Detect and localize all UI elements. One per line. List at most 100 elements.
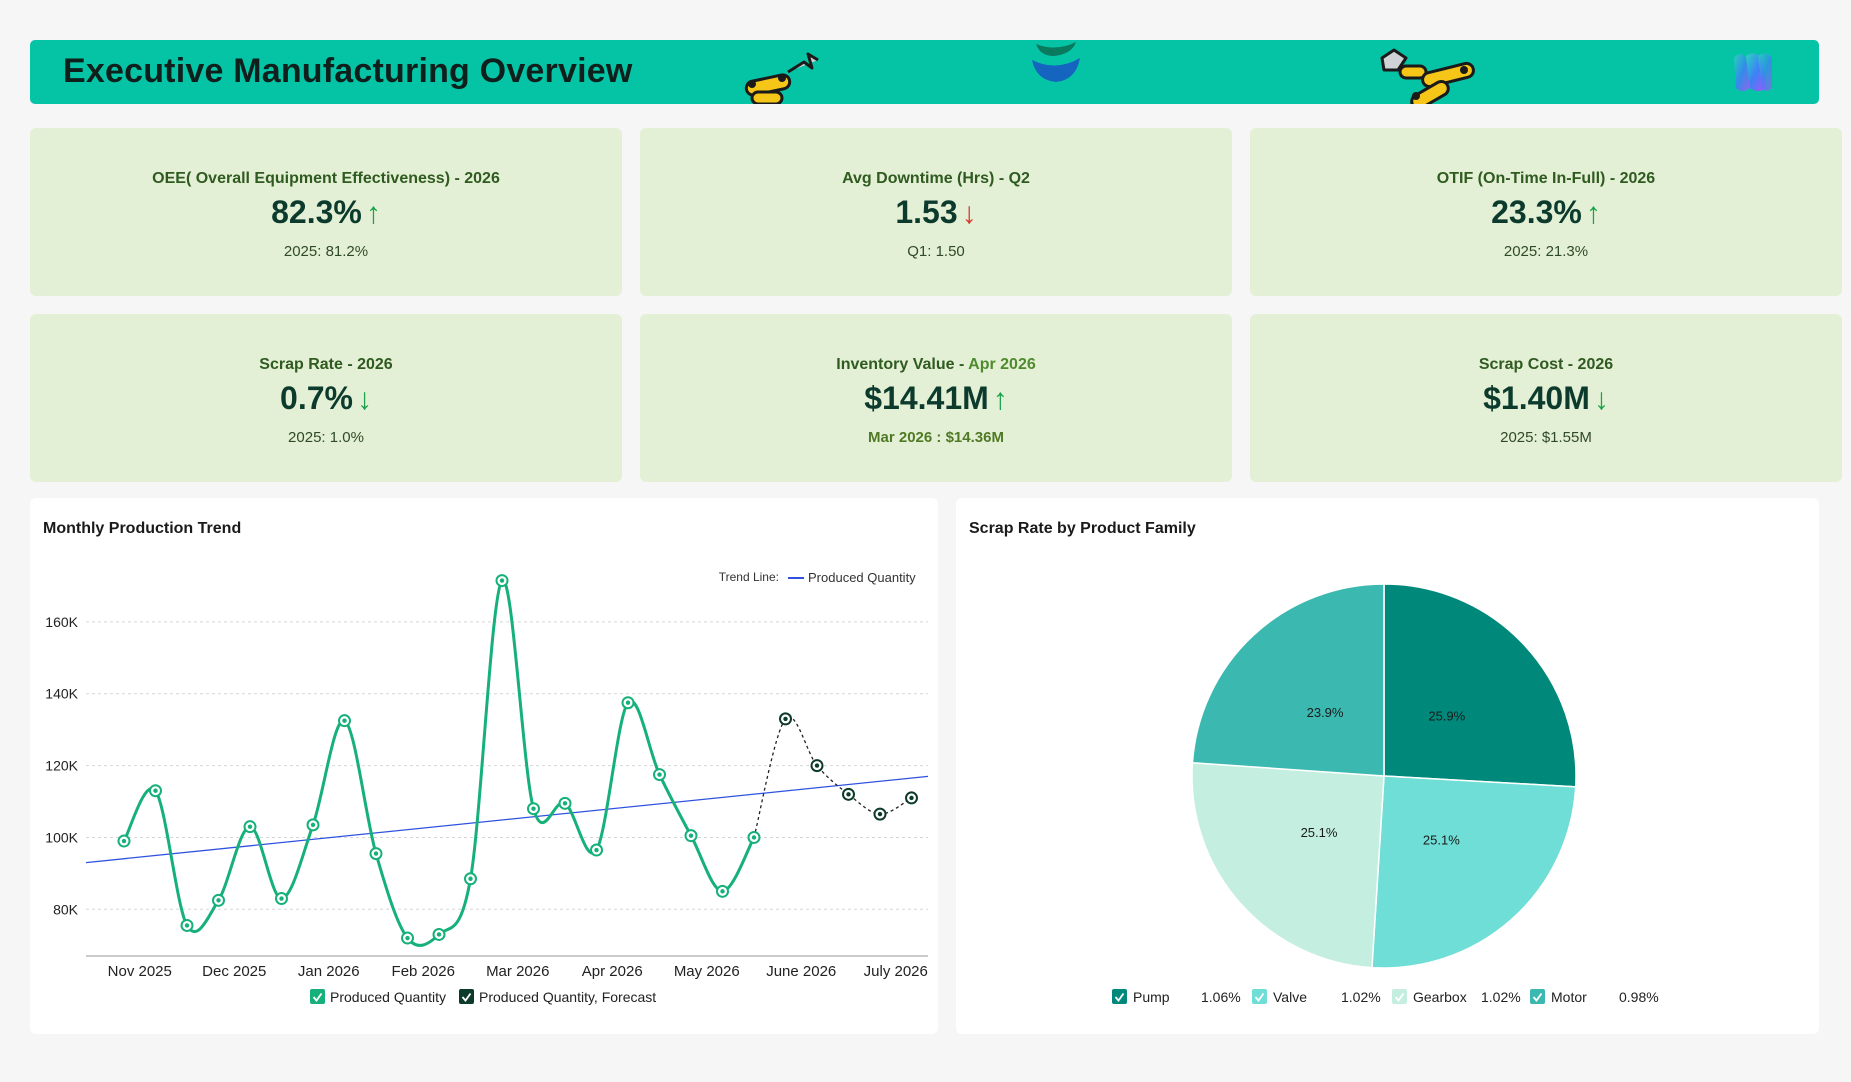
data-point-center	[310, 822, 316, 828]
x-tick-label: June 2026	[766, 963, 836, 980]
kpi-card-otif: OTIF (On-Time In-Full) - 2026 23.3% ↑ 202…	[1250, 128, 1842, 296]
checkmark-icon	[1394, 992, 1405, 1002]
legend-item-pump[interactable]: Pump 1.06%	[1112, 989, 1241, 1005]
kpi-title: Scrap Rate - 2026	[259, 356, 393, 373]
kpi-value: 0.7%	[280, 380, 353, 416]
forecast-point-center	[846, 792, 851, 797]
forecast-point-center	[877, 811, 883, 817]
checkmark-icon	[312, 992, 323, 1002]
legend-label: Produced Quantity	[330, 989, 446, 1005]
kpi-comparison: 2025: 81.2%	[283, 243, 369, 260]
data-point-center	[531, 806, 536, 811]
y-tick-label: 120K	[45, 758, 78, 774]
data-point-center	[342, 718, 347, 723]
forecast-point-center	[814, 763, 820, 768]
data-point-center	[499, 578, 505, 583]
data-point-center	[468, 876, 473, 881]
legend-checkbox[interactable]	[1252, 989, 1267, 1004]
kpi-value: 23.3%	[1491, 194, 1582, 230]
kpi-card-downtime: Avg Downtime (Hrs) - Q2 1.53 ↓ Q1: 1.50	[640, 128, 1232, 296]
arrow-down-icon: ↓	[1593, 383, 1609, 416]
checkmark-icon	[1254, 992, 1265, 1002]
data-point-center	[279, 896, 284, 901]
kpi-card-oee: OEE( Overall Equipment Effectiveness) - …	[30, 128, 622, 296]
legend-checkbox[interactable]	[1112, 989, 1127, 1004]
forecast-point-center	[909, 795, 914, 801]
legend-label: Valve	[1273, 989, 1307, 1005]
forecast-point-center	[783, 716, 788, 722]
data-point-center	[247, 824, 253, 829]
pie-data-label: 25.9%	[1428, 709, 1465, 724]
kpi-title: Scrap Cost - 2026	[1478, 356, 1614, 373]
legend-label: Pump	[1133, 989, 1170, 1005]
kpi-title: Inventory Value - Apr 2026	[836, 356, 1036, 373]
kpi-value: $14.41M	[864, 380, 989, 416]
data-point-center	[751, 835, 757, 840]
y-tick-label: 100K	[45, 829, 78, 845]
kpi-value: 1.53	[895, 194, 958, 230]
page-title: Executive Manufacturing Overview	[63, 52, 633, 90]
arrow-up-icon: ↑	[1585, 197, 1601, 230]
produced-quantity-line	[122, 579, 756, 947]
production-trend-chart: 160K 140K 120K 100K 80K Nov 2025 Dec 2025 Jan 2…	[45, 570, 929, 1005]
kpi-value: 82.3%	[271, 194, 362, 230]
data-point-center	[121, 838, 127, 844]
x-tick-label: Apr 2026	[582, 963, 643, 980]
trend-legend-label: Trend Line:	[719, 570, 779, 584]
kpi-value-row: $1.40M ↓	[1250, 380, 1842, 417]
legend-item[interactable]: Produced Quantity	[310, 989, 446, 1005]
data-point-center	[436, 932, 442, 937]
kpi-title: Avg Downtime (Hrs) - Q2	[842, 170, 1030, 187]
legend-value: 1.02%	[1341, 989, 1381, 1005]
legend-item-motor[interactable]: Motor 0.98%	[1530, 989, 1659, 1005]
pie-data-label: 25.1%	[1423, 833, 1460, 848]
legend-checkbox[interactable]	[1530, 989, 1545, 1004]
data-point-center	[657, 772, 662, 777]
legend-checkbox[interactable]	[459, 989, 474, 1004]
data-point-center	[216, 898, 221, 903]
kpi-value: $1.40M	[1483, 380, 1590, 416]
x-tick-label: Jan 2026	[298, 963, 360, 980]
production-trend-panel: Monthly Production Trend 160K 140K 120K 100…	[30, 498, 938, 1034]
checkmark-icon	[1532, 992, 1543, 1002]
kpi-value-row: 1.53 ↓	[640, 194, 1232, 231]
checkmark-icon	[1114, 992, 1125, 1002]
legend-checkbox[interactable]	[310, 989, 325, 1004]
forecast-line	[753, 716, 912, 838]
kpi-title: OTIF (On-Time In-Full) - 2026	[1436, 170, 1656, 187]
kpi-value-row: 0.7% ↓	[30, 380, 622, 417]
legend-value: 1.06%	[1201, 989, 1241, 1005]
pie-slice-valve[interactable]	[1371, 775, 1577, 969]
kpi-comparison: 2025: 1.0%	[288, 429, 364, 446]
pie-slice-motor[interactable]	[1191, 583, 1385, 777]
x-tick-label: Mar 2026	[486, 963, 549, 980]
legend-value: 1.02%	[1481, 989, 1521, 1005]
legend-checkbox[interactable]	[1392, 989, 1407, 1004]
legend-item-valve[interactable]: Valve 1.02%	[1252, 989, 1381, 1005]
kpi-value-row: $14.41M ↑	[640, 380, 1232, 417]
y-tick-label: 160K	[45, 614, 78, 630]
trend-line	[85, 775, 929, 864]
kpi-comparison: Mar 2026 : $14.36M	[868, 429, 1004, 446]
pie-data-label: 25.1%	[1301, 825, 1338, 840]
data-point-center	[405, 935, 410, 941]
x-tick-label: Nov 2025	[108, 963, 172, 980]
x-tick-label: July 2026	[864, 963, 928, 980]
kpi-title: OEE( Overall Equipment Effectiveness) - …	[152, 170, 500, 187]
x-tick-label: Dec 2025	[202, 963, 266, 980]
chart-title: Scrap Rate by Product Family	[969, 520, 1196, 537]
legend-item[interactable]: Produced Quantity, Forecast	[459, 989, 656, 1005]
pie-slice-gearbox[interactable]	[1191, 761, 1385, 969]
legend-item-gearbox[interactable]: Gearbox 1.02%	[1392, 989, 1521, 1005]
data-point-center	[594, 847, 599, 853]
kpi-value-row: 82.3% ↑	[30, 194, 622, 231]
scrap-by-family-panel: Scrap Rate by Product Family 25.9% 25.1% 2…	[956, 498, 1819, 1034]
data-point-center	[720, 889, 725, 894]
legend-label: Gearbox	[1413, 989, 1467, 1005]
scrap-rate-pie-chart: 25.9%25.1%25.1%23.9%Pump 1.06% Valve 1.02% G…	[1112, 583, 1659, 1005]
kpi-comparison: 2025: 21.3%	[1503, 243, 1589, 260]
robot-arm-icon-2	[1380, 48, 1475, 104]
data-point-center	[373, 851, 379, 856]
checkmark-icon	[461, 992, 472, 1002]
pie-slice-pump[interactable]	[1383, 583, 1577, 788]
